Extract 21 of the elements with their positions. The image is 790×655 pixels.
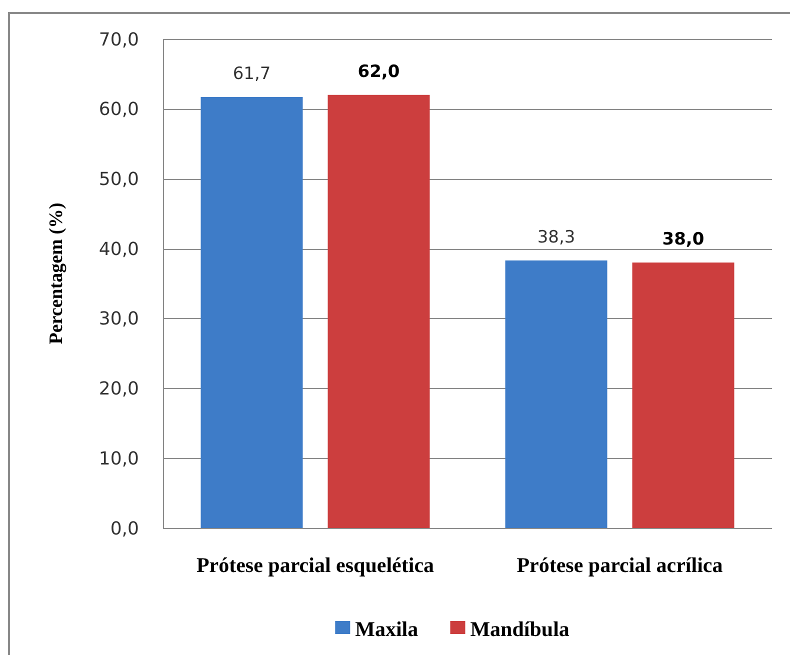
data-label: 38,3: [537, 227, 576, 248]
x-tick-label: Prótese parcial acrílica: [516, 553, 724, 577]
bar: [200, 96, 303, 528]
y-tick-label: 60,0: [98, 99, 139, 120]
y-axis-title: Percentagem (%): [46, 202, 67, 344]
y-tick-label: 10,0: [98, 448, 139, 470]
y-tick-label: 70,0: [98, 29, 139, 50]
data-label: 62,0: [358, 62, 400, 82]
data-label: 61,7: [232, 64, 271, 84]
y-tick-label: 20,0: [98, 378, 139, 400]
y-tick-label: 40,0: [98, 238, 139, 260]
bar: [328, 94, 430, 528]
legend-label: Maxila: [355, 617, 419, 641]
y-tick-label: 50,0: [98, 169, 139, 190]
bar: [632, 262, 734, 528]
legend-label: Mandíbula: [470, 617, 570, 641]
data-label: 38,0: [662, 230, 704, 250]
y-tick-label: 0,0: [110, 518, 139, 540]
y-tick-label: 30,0: [98, 308, 139, 330]
x-tick-label: Prótese parcial esquelética: [196, 553, 435, 577]
bar: [505, 260, 608, 528]
